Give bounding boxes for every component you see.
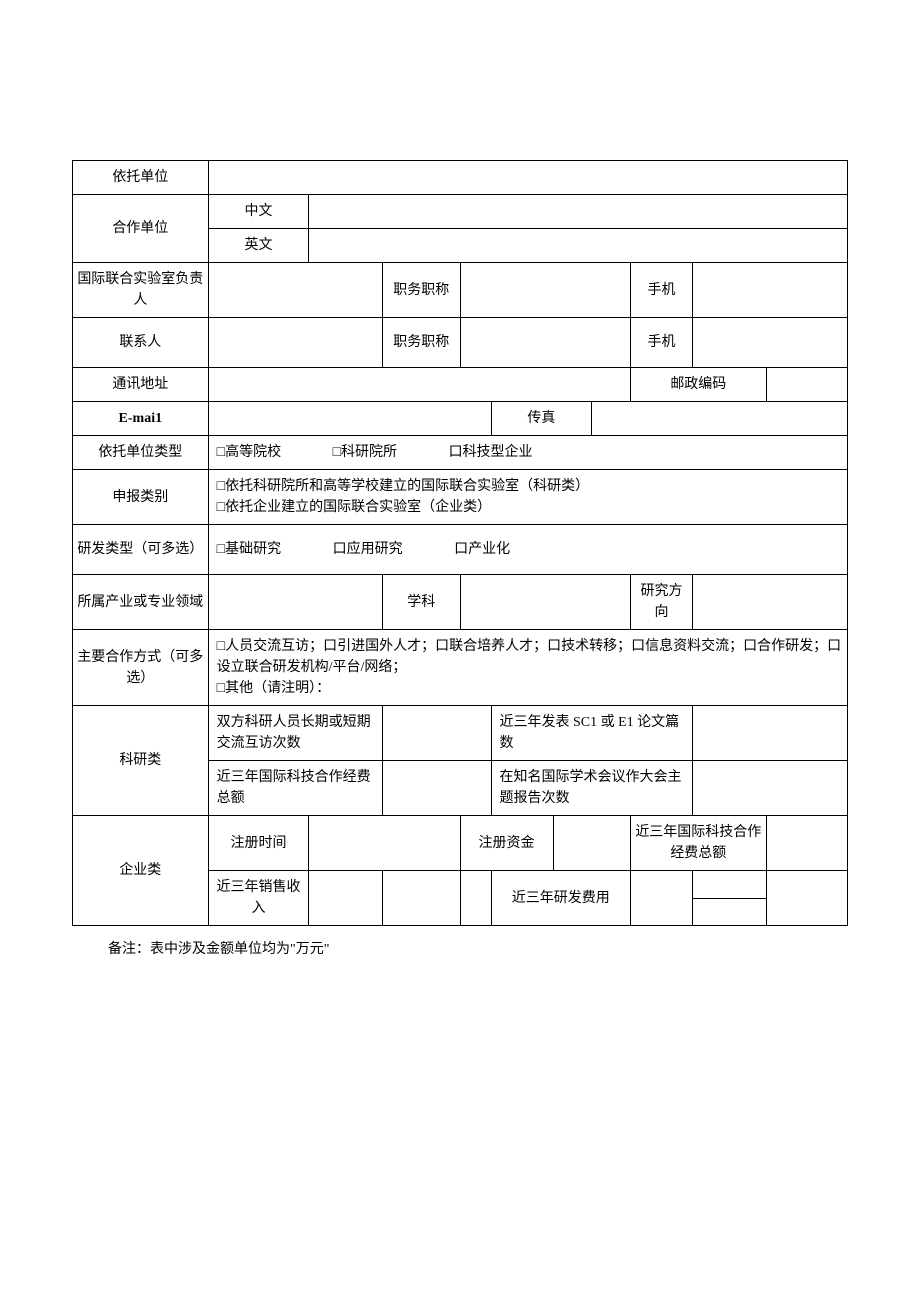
label-lab-head-title: 职务职称 — [383, 263, 461, 318]
label-fax: 传真 — [491, 402, 592, 436]
coop-mode-other: □其他（请注明）： — [217, 678, 843, 699]
cell-research-papers — [693, 706, 848, 761]
label-contact-title: 职务职称 — [383, 318, 461, 368]
label-sales: 近三年销售收入 — [208, 871, 309, 926]
host-type-opt3: 口科技型企业 — [449, 442, 533, 463]
cell-subject — [460, 575, 631, 630]
label-partner-unit: 合作单位 — [73, 195, 209, 263]
cell-partner-cn — [309, 195, 848, 229]
cell-research-reports — [693, 761, 848, 816]
label-research-visits: 双方科研人员长期或短期交流互访次数 — [208, 706, 382, 761]
label-direction: 研究方向 — [631, 575, 693, 630]
cell-address — [208, 368, 630, 402]
label-research-funding: 近三年国际科技合作经费总额 — [208, 761, 382, 816]
form-table: 依托单位 合作单位 中文 英文 国际联合实验室负责人 职务职称 手机 联系人 职… — [72, 160, 848, 926]
cell-email — [208, 402, 491, 436]
host-type-opt2: □科研院所 — [333, 442, 397, 463]
label-hosting-unit: 依托单位 — [73, 161, 209, 195]
label-contact: 联系人 — [73, 318, 209, 368]
label-reg-capital: 注册资金 — [460, 816, 553, 871]
label-lab-head: 国际联合实验室负责人 — [73, 263, 209, 318]
cell-reg-capital — [553, 816, 631, 871]
label-intl-funding: 近三年国际科技合作经费总额 — [631, 816, 767, 871]
cell-reg-time — [309, 816, 460, 871]
rd-type-opt3: 口产业化 — [454, 539, 510, 560]
label-contact-phone: 手机 — [631, 318, 693, 368]
rd-type-opt1: □基础研究 — [217, 539, 281, 560]
cell-fax — [592, 402, 848, 436]
label-rd-type: 研发类型（可多选） — [73, 525, 209, 575]
cell-industry — [208, 575, 382, 630]
label-enterprise: 企业类 — [73, 816, 209, 926]
cell-contact-phone — [693, 318, 848, 368]
cell-sales-3 — [460, 871, 491, 926]
cell-lab-head-name — [208, 263, 382, 318]
label-decl-type: 申报类别 — [73, 470, 209, 525]
label-address: 通讯地址 — [73, 368, 209, 402]
label-partner-en: 英文 — [208, 229, 309, 263]
cell-lab-head-phone — [693, 263, 848, 318]
cell-postcode — [766, 368, 847, 402]
label-coop-mode: 主要合作方式（可多选） — [73, 630, 209, 706]
cell-direction — [693, 575, 848, 630]
decl-type-line2: □依托企业建立的国际联合实验室（企业类） — [217, 497, 843, 518]
cell-rd-type: □基础研究 口应用研究 口产业化 — [208, 525, 847, 575]
rd-type-opt2: 口应用研究 — [333, 539, 403, 560]
host-type-opt1: □高等院校 — [217, 442, 281, 463]
cell-decl-type: □依托科研院所和高等学校建立的国际联合实验室（科研类） □依托企业建立的国际联合… — [208, 470, 847, 525]
label-email: E-mai1 — [73, 402, 209, 436]
label-lab-head-phone: 手机 — [631, 263, 693, 318]
label-industry: 所属产业或专业领域 — [73, 575, 209, 630]
coop-mode-text: □人员交流互访；口引进国外人才；口联合培养人才；口技术转移；口信息资料交流；口合… — [217, 636, 843, 678]
cell-coop-mode: □人员交流互访；口引进国外人才；口联合培养人才；口技术转移；口信息资料交流；口合… — [208, 630, 847, 706]
cell-contact-title — [460, 318, 631, 368]
decl-type-line1: □依托科研院所和高等学校建立的国际联合实验室（科研类） — [217, 476, 843, 497]
cell-rd-2a — [693, 871, 767, 899]
label-rd-expense: 近三年研发费用 — [491, 871, 631, 926]
cell-contact-name — [208, 318, 382, 368]
cell-research-funding — [383, 761, 492, 816]
cell-sales-1 — [309, 871, 383, 926]
footnote: 备注：表中涉及金额单位均为"万元" — [72, 938, 848, 958]
label-research-reports: 在知名国际学术会议作大会主题报告次数 — [491, 761, 693, 816]
cell-host-type: □高等院校 □科研院所 口科技型企业 — [208, 436, 847, 470]
label-research: 科研类 — [73, 706, 209, 816]
cell-rd-1 — [631, 871, 693, 926]
cell-intl-funding — [766, 816, 847, 871]
cell-lab-head-title — [460, 263, 631, 318]
cell-rd-3 — [766, 871, 847, 926]
label-host-type: 依托单位类型 — [73, 436, 209, 470]
label-partner-cn: 中文 — [208, 195, 309, 229]
label-subject: 学科 — [383, 575, 461, 630]
cell-sales-2 — [383, 871, 461, 926]
label-reg-time: 注册时间 — [208, 816, 309, 871]
cell-hosting-unit — [208, 161, 847, 195]
label-research-papers: 近三年发表 SC1 或 E1 论文篇数 — [491, 706, 693, 761]
cell-rd-2b — [693, 898, 767, 926]
cell-partner-en — [309, 229, 848, 263]
label-postcode: 邮政编码 — [631, 368, 767, 402]
cell-research-visits — [383, 706, 492, 761]
